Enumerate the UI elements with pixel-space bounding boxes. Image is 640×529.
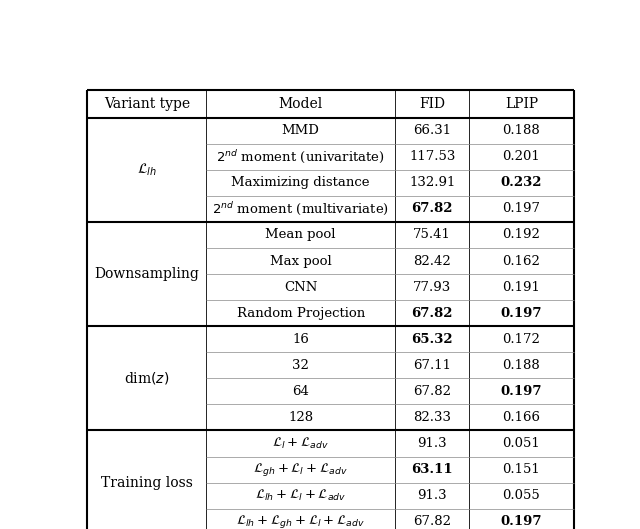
Text: 66.31: 66.31 [413,124,451,137]
Text: FID: FID [419,97,445,111]
Text: Downsampling: Downsampling [95,267,200,281]
Text: 128: 128 [288,411,314,424]
Text: 0.191: 0.191 [502,280,540,294]
Text: 67.11: 67.11 [413,359,451,372]
Text: $\mathcal{L}_l + \mathcal{L}_{adv}$: $\mathcal{L}_l + \mathcal{L}_{adv}$ [272,436,329,451]
Text: 67.82: 67.82 [413,385,451,398]
Text: Model: Model [278,97,323,111]
Text: 77.93: 77.93 [413,280,451,294]
Text: 75.41: 75.41 [413,229,451,241]
Text: MMD: MMD [282,124,319,137]
Text: 132.91: 132.91 [409,176,455,189]
Text: 0.197: 0.197 [502,203,540,215]
Text: Random Projection: Random Projection [237,307,365,320]
Text: 117.53: 117.53 [409,150,455,163]
Text: 0.172: 0.172 [502,333,540,346]
Text: 91.3: 91.3 [417,437,447,450]
Text: Max pool: Max pool [270,254,332,268]
Text: 0.188: 0.188 [502,359,540,372]
Text: $2^{nd}$ moment (univaritate): $2^{nd}$ moment (univaritate) [216,148,385,165]
Text: 82.42: 82.42 [413,254,451,268]
Text: dim$(z)$: dim$(z)$ [124,370,170,386]
Text: 67.82: 67.82 [412,203,453,215]
Text: Variant type: Variant type [104,97,190,111]
Text: 0.197: 0.197 [500,385,542,398]
Text: 64: 64 [292,385,309,398]
Text: 91.3: 91.3 [417,489,447,502]
Text: Maximizing distance: Maximizing distance [232,176,370,189]
Text: 0.232: 0.232 [500,176,542,189]
Text: 0.055: 0.055 [502,489,540,502]
Text: 0.201: 0.201 [502,150,540,163]
Text: Mean pool: Mean pool [266,229,336,241]
Text: 0.166: 0.166 [502,411,540,424]
Text: $\mathcal{L}_{gh} + \mathcal{L}_l + \mathcal{L}_{adv}$: $\mathcal{L}_{gh} + \mathcal{L}_l + \mat… [253,461,348,478]
Text: 0.197: 0.197 [500,515,542,528]
Text: 82.33: 82.33 [413,411,451,424]
Text: 0.162: 0.162 [502,254,540,268]
Text: 0.151: 0.151 [502,463,540,476]
Text: $\mathcal{L}_{lh} + \mathcal{L}_{gh} + \mathcal{L}_l + \mathcal{L}_{adv}$: $\mathcal{L}_{lh} + \mathcal{L}_{gh} + \… [236,513,365,529]
Text: Training loss: Training loss [101,476,193,490]
Text: CNN: CNN [284,280,317,294]
Text: 0.192: 0.192 [502,229,540,241]
Text: 67.82: 67.82 [412,307,453,320]
Text: 63.11: 63.11 [412,463,453,476]
Text: LPIP: LPIP [505,97,538,111]
Text: 0.188: 0.188 [502,124,540,137]
Text: $\mathcal{L}_{lh} + \mathcal{L}_l + \mathcal{L}_{adv}$: $\mathcal{L}_{lh} + \mathcal{L}_l + \mat… [255,488,346,503]
Text: $2^{nd}$ moment (multivariate): $2^{nd}$ moment (multivariate) [212,200,389,217]
Text: 65.32: 65.32 [412,333,453,346]
Text: 32: 32 [292,359,309,372]
Text: $\mathcal{L}_{lh}$: $\mathcal{L}_{lh}$ [137,161,157,178]
Text: 0.051: 0.051 [502,437,540,450]
Text: 16: 16 [292,333,309,346]
Text: 67.82: 67.82 [413,515,451,528]
Text: 0.197: 0.197 [500,307,542,320]
